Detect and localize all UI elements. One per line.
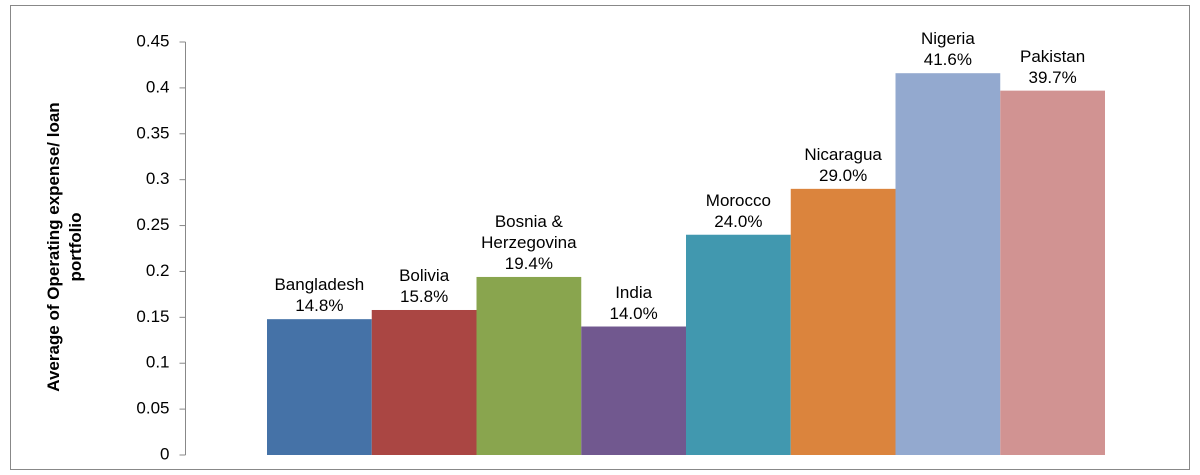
bar-label: Bolivia 15.8% (360, 265, 489, 307)
bar (790, 188, 896, 455)
bar-label: Bosnia & Herzegovina 19.4% (465, 211, 594, 274)
chart-frame (10, 5, 1190, 470)
value-label: 41.6% (923, 50, 972, 70)
bar-label: Pakistan 39.7% (988, 46, 1117, 88)
y-tick-label: 0.3 (146, 169, 170, 188)
y-tick-label: 0.35 (136, 123, 169, 142)
bar-label: India 14.0% (569, 282, 698, 324)
category-label: Morocco (705, 190, 771, 210)
value-label: 24.0% (714, 211, 763, 231)
category-label: India (615, 282, 653, 302)
value-label: 39.7% (1028, 67, 1077, 87)
y-tick-label: 0.1 (146, 353, 170, 372)
bar-label: Nigeria 41.6% (884, 28, 1013, 70)
y-tick-label: 0.45 (136, 31, 169, 50)
y-tick-label: 0.4 (146, 77, 170, 96)
value-label: 14.0% (609, 303, 658, 323)
bar-label: Morocco 24.0% (674, 190, 803, 232)
bar (895, 73, 1001, 456)
bar (267, 319, 372, 455)
y-tick-label: 0.15 (136, 307, 169, 326)
category-label: Nicaragua (804, 144, 882, 164)
bar (1000, 90, 1105, 456)
y-tick-label: 0.25 (136, 215, 169, 234)
bar (476, 276, 582, 455)
category-label: Bolivia (399, 266, 450, 285)
bar (581, 326, 686, 455)
bar-label: Bangladesh 14.8% (255, 274, 384, 316)
bar (371, 309, 477, 455)
bar-label: Nicaragua 29.0% (779, 144, 908, 186)
y-tick-label: 0 (160, 444, 169, 463)
category-label: Pakistan (1020, 46, 1086, 66)
y-tick-label: 0.05 (136, 399, 169, 418)
category-label: Bosnia & Herzegovina (481, 211, 577, 252)
bar (686, 234, 791, 455)
y-axis-label: Average of Operating expense/ loan portf… (44, 102, 85, 392)
value-label: 19.4% (504, 253, 553, 273)
value-label: 15.8% (400, 287, 449, 306)
category-label: Bangladesh (274, 275, 365, 295)
category-label: Nigeria (920, 29, 975, 49)
y-tick-label: 0.2 (146, 261, 170, 280)
value-label: 14.8% (295, 296, 344, 316)
value-label: 29.0% (819, 165, 868, 185)
